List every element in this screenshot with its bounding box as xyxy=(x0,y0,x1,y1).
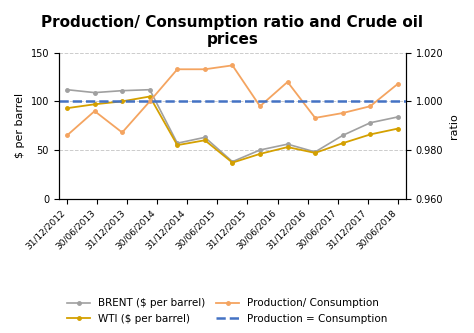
Production/ Consumption xyxy=(367,104,373,108)
WTI ($ per barrel) xyxy=(119,99,125,103)
Production = Consumption xyxy=(92,99,98,103)
WTI ($ per barrel) xyxy=(229,161,235,165)
WTI ($ per barrel) xyxy=(202,138,208,142)
BRENT ($ per barrel) xyxy=(202,135,208,139)
BRENT ($ per barrel) xyxy=(119,89,125,93)
Production/ Consumption xyxy=(395,82,401,86)
Production/ Consumption xyxy=(64,134,70,138)
WTI ($ per barrel) xyxy=(285,145,291,149)
Production/ Consumption xyxy=(147,99,153,103)
Production/ Consumption xyxy=(119,131,125,135)
BRENT ($ per barrel) xyxy=(395,115,401,119)
BRENT ($ per barrel) xyxy=(174,141,180,145)
WTI ($ per barrel) xyxy=(174,143,180,147)
BRENT ($ per barrel) xyxy=(92,91,98,95)
Line: WTI ($ per barrel): WTI ($ per barrel) xyxy=(65,95,400,165)
BRENT ($ per barrel) xyxy=(285,142,291,146)
WTI ($ per barrel) xyxy=(92,102,98,106)
WTI ($ per barrel) xyxy=(64,106,70,110)
Y-axis label: $ per barrel: $ per barrel xyxy=(15,93,25,158)
Production/ Consumption xyxy=(312,116,318,120)
BRENT ($ per barrel) xyxy=(229,160,235,164)
BRENT ($ per barrel) xyxy=(312,150,318,154)
Line: BRENT ($ per barrel): BRENT ($ per barrel) xyxy=(65,88,400,164)
Title: Production/ Consumption ratio and Crude oil
prices: Production/ Consumption ratio and Crude … xyxy=(41,15,423,47)
WTI ($ per barrel) xyxy=(395,127,401,131)
Production/ Consumption xyxy=(229,63,235,67)
Production = Consumption xyxy=(64,99,70,103)
BRENT ($ per barrel) xyxy=(147,88,153,92)
WTI ($ per barrel) xyxy=(340,141,346,145)
WTI ($ per barrel) xyxy=(147,95,153,99)
WTI ($ per barrel) xyxy=(312,151,318,155)
Line: Production/ Consumption: Production/ Consumption xyxy=(65,64,400,137)
WTI ($ per barrel) xyxy=(257,152,263,156)
Production/ Consumption xyxy=(174,67,180,71)
Production/ Consumption xyxy=(285,80,291,84)
BRENT ($ per barrel) xyxy=(64,88,70,92)
Legend: BRENT ($ per barrel), WTI ($ per barrel), Production/ Consumption, Production = : BRENT ($ per barrel), WTI ($ per barrel)… xyxy=(63,294,392,328)
Production/ Consumption xyxy=(340,111,346,115)
Production/ Consumption xyxy=(257,104,263,108)
WTI ($ per barrel) xyxy=(367,133,373,137)
Y-axis label: ratio: ratio xyxy=(449,113,459,139)
BRENT ($ per barrel) xyxy=(340,134,346,138)
Production/ Consumption xyxy=(202,67,208,71)
BRENT ($ per barrel) xyxy=(367,121,373,125)
Production/ Consumption xyxy=(92,109,98,113)
BRENT ($ per barrel) xyxy=(257,148,263,152)
